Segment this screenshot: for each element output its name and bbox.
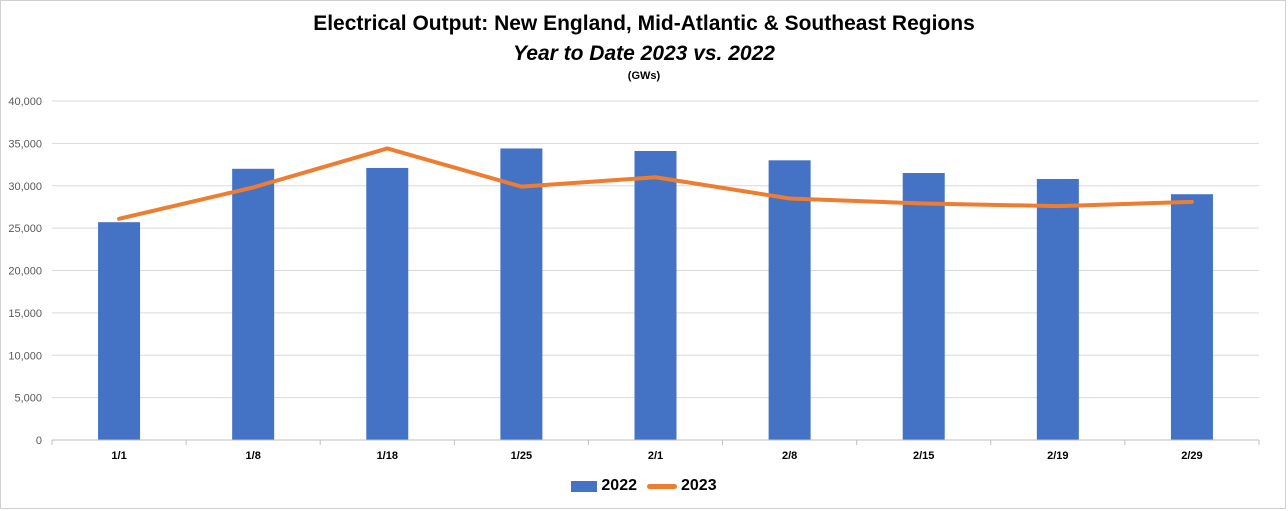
line-2023-point <box>789 197 791 199</box>
bars-2022 <box>98 148 1213 441</box>
line-2023-point <box>655 176 656 178</box>
x-tick-label: 2/19 <box>1047 450 1068 462</box>
line-2023-point <box>386 147 388 149</box>
legend-swatch-bar <box>571 480 598 492</box>
x-tick-label: 2/29 <box>1181 450 1202 462</box>
y-tick-label: 15,000 <box>8 308 42 320</box>
bar-2022 <box>500 148 543 440</box>
line-2023-point <box>1191 201 1193 203</box>
x-tick-label: 1/18 <box>377 450 398 462</box>
chart-subtitle: Year to Date 2023 vs. 2022 <box>513 42 775 65</box>
bar-2022 <box>366 167 409 440</box>
bar-2022 <box>634 151 677 440</box>
y-tick-label: 40,000 <box>8 96 42 108</box>
x-tick-label: 1/1 <box>111 450 126 462</box>
x-tick-label: 2/15 <box>913 450 934 462</box>
y-tick-label: 5,000 <box>14 393 42 405</box>
bar-2022 <box>768 160 811 440</box>
line-2023 <box>117 146 1194 221</box>
bar-2022 <box>1170 194 1213 440</box>
legend: 2022 2023 <box>0 477 1288 495</box>
legend-swatch-line <box>647 483 677 489</box>
bar-2022 <box>902 173 945 440</box>
legend-label-2023: 2023 <box>681 477 717 494</box>
y-tick-label: 30,000 <box>8 181 42 193</box>
y-tick-label: 35,000 <box>8 138 42 150</box>
legend-item-2023: 2023 <box>647 477 717 495</box>
line-2023-point <box>923 203 925 205</box>
chart-title: Electrical Output: New England, Mid-Atla… <box>313 12 975 35</box>
y-tick-label: 20,000 <box>8 266 42 278</box>
bar-2022 <box>98 222 141 440</box>
y-tick-label: 10,000 <box>8 350 42 362</box>
bar-2022 <box>232 168 275 441</box>
line-2023-point <box>520 186 522 188</box>
legend-label-2022: 2022 <box>601 477 637 494</box>
line-2023-point <box>252 186 254 188</box>
x-tick-label: 1/25 <box>511 450 532 462</box>
x-tick-label: 2/8 <box>782 450 797 462</box>
line-2023-point <box>1057 205 1059 207</box>
legend-item-2022: 2022 <box>571 477 637 495</box>
x-tick-label: 2/1 <box>648 450 663 462</box>
y-tick-label: 0 <box>36 435 42 447</box>
chart-unit-label: (GWs) <box>627 70 661 82</box>
bar-2022 <box>1036 178 1079 440</box>
x-tick-label: 1/8 <box>246 450 261 462</box>
y-tick-label: 25,000 <box>8 223 42 235</box>
y-axis: 0 5,000 10,000 15,000 20,000 25,000 30,000 35,0… <box>8 96 42 447</box>
line-2023-point <box>118 218 120 220</box>
x-axis: 1/1 1/8 1/18 1/25 2/1 2/8 2/15 2/19 2/29 <box>51 439 1260 462</box>
